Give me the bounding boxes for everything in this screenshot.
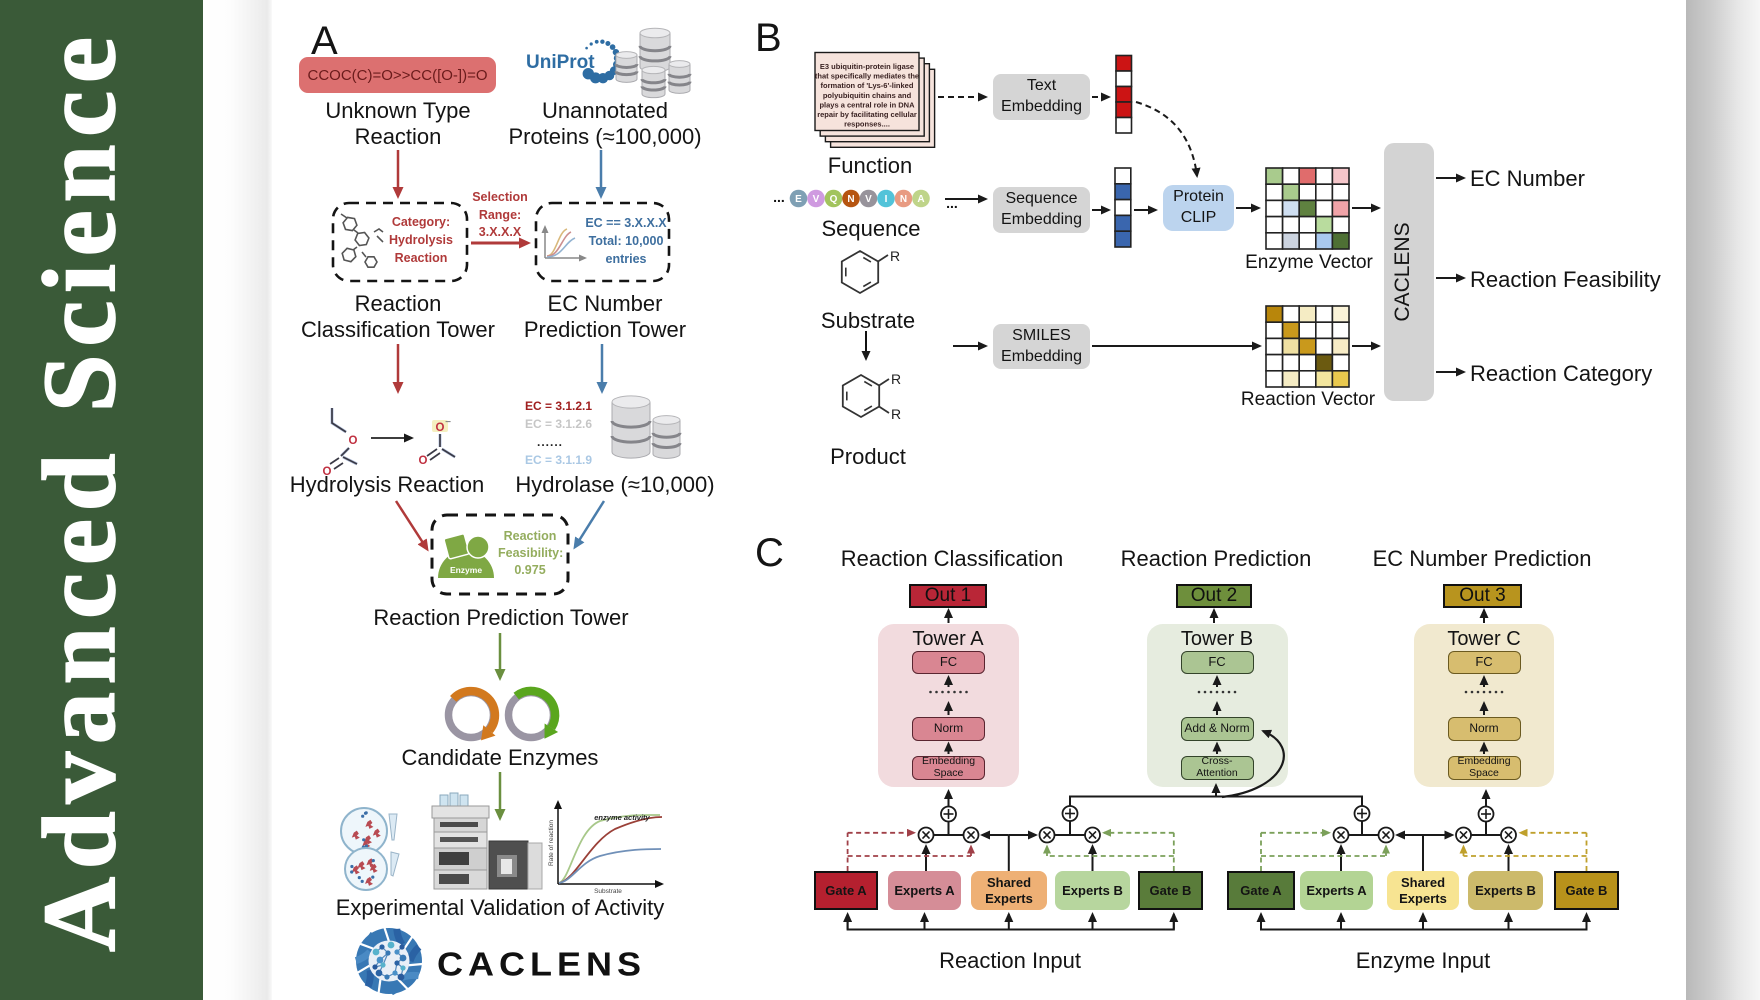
svg-text:O: O: [436, 422, 445, 434]
svg-text:N: N: [847, 194, 854, 205]
svg-text:E: E: [795, 194, 802, 205]
svg-text:formation of 'Lys-6'-linked: formation of 'Lys-6'-linked: [821, 81, 914, 90]
svg-text:R: R: [891, 406, 901, 422]
svg-text:A: A: [917, 194, 924, 205]
svg-text:V: V: [813, 194, 820, 205]
svg-text:...: ...: [946, 195, 958, 211]
svg-text:R: R: [890, 248, 900, 264]
svg-text:repair by facilitating cellula: repair by facilitating cellular: [817, 110, 917, 119]
svg-text:Enzyme: Enzyme: [450, 565, 482, 575]
svg-text:that specifically mediates the: that specifically mediates the: [815, 72, 919, 81]
svg-text:Q: Q: [830, 194, 838, 205]
svg-text:V: V: [865, 194, 872, 205]
svg-text:Substrate: Substrate: [594, 888, 622, 895]
svg-text:−: −: [445, 417, 451, 428]
svg-text:CACLENS: CACLENS: [1391, 222, 1414, 321]
svg-text:E3 ubiquitin-protein ligase: E3 ubiquitin-protein ligase: [820, 62, 914, 71]
svg-text:enzyme activity: enzyme activity: [594, 813, 650, 822]
svg-text:O: O: [349, 435, 358, 447]
svg-text:Rate of reaction: Rate of reaction: [548, 820, 555, 866]
svg-text:O: O: [419, 455, 428, 467]
svg-text:responses....: responses....: [844, 120, 890, 129]
svg-text:N: N: [900, 194, 907, 205]
svg-text:plays a central role in DNA: plays a central role in DNA: [819, 100, 915, 109]
svg-text:R: R: [891, 371, 901, 387]
svg-text:Advanced Science: Advanced Science: [22, 37, 137, 952]
svg-text:...: ...: [773, 189, 785, 205]
svg-text:polyubiquitin chains and: polyubiquitin chains and: [823, 91, 912, 100]
svg-text:O: O: [323, 466, 332, 478]
svg-text:I: I: [885, 194, 888, 205]
